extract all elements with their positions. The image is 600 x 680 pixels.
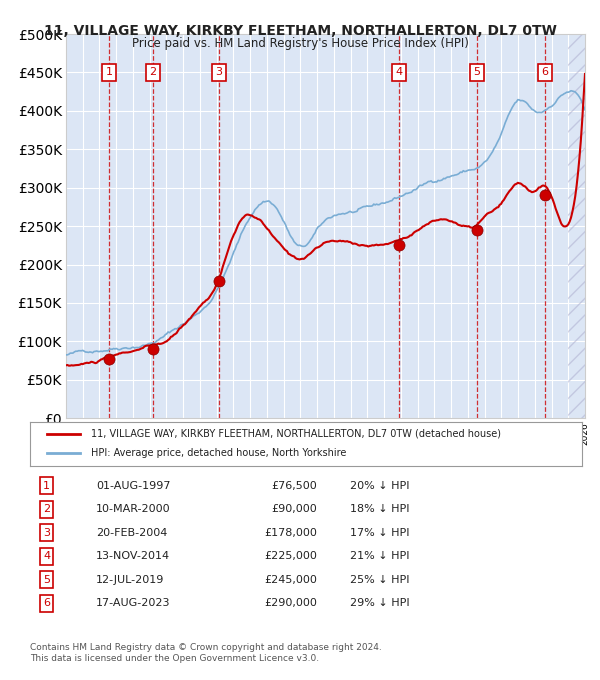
Text: £225,000: £225,000 <box>264 551 317 561</box>
Text: HPI: Average price, detached house, North Yorkshire: HPI: Average price, detached house, Nort… <box>91 448 346 458</box>
Text: £245,000: £245,000 <box>264 575 317 585</box>
Text: Price paid vs. HM Land Registry's House Price Index (HPI): Price paid vs. HM Land Registry's House … <box>131 37 469 50</box>
Polygon shape <box>568 34 585 418</box>
Text: 5: 5 <box>473 67 480 78</box>
Text: 17% ↓ HPI: 17% ↓ HPI <box>350 528 410 538</box>
Text: Contains HM Land Registry data © Crown copyright and database right 2024.: Contains HM Land Registry data © Crown c… <box>30 643 382 651</box>
Text: 2: 2 <box>149 67 157 78</box>
Text: 17-AUG-2023: 17-AUG-2023 <box>96 598 171 609</box>
Text: 5: 5 <box>43 575 50 585</box>
Text: 2: 2 <box>43 504 50 514</box>
Text: 4: 4 <box>395 67 402 78</box>
Text: This data is licensed under the Open Government Licence v3.0.: This data is licensed under the Open Gov… <box>30 654 319 663</box>
Text: 1: 1 <box>106 67 113 78</box>
Text: 20-FEB-2004: 20-FEB-2004 <box>96 528 167 538</box>
Text: 12-JUL-2019: 12-JUL-2019 <box>96 575 164 585</box>
Text: 29% ↓ HPI: 29% ↓ HPI <box>350 598 410 609</box>
Text: £178,000: £178,000 <box>264 528 317 538</box>
Text: 10-MAR-2000: 10-MAR-2000 <box>96 504 171 514</box>
Text: 20% ↓ HPI: 20% ↓ HPI <box>350 481 410 491</box>
Text: £90,000: £90,000 <box>271 504 317 514</box>
Text: 3: 3 <box>43 528 50 538</box>
Text: 3: 3 <box>215 67 223 78</box>
Text: 11, VILLAGE WAY, KIRKBY FLEETHAM, NORTHALLERTON, DL7 0TW (detached house): 11, VILLAGE WAY, KIRKBY FLEETHAM, NORTHA… <box>91 429 501 439</box>
Text: 11, VILLAGE WAY, KIRKBY FLEETHAM, NORTHALLERTON, DL7 0TW: 11, VILLAGE WAY, KIRKBY FLEETHAM, NORTHA… <box>44 24 556 38</box>
Text: £290,000: £290,000 <box>264 598 317 609</box>
Text: 6: 6 <box>43 598 50 609</box>
Text: 4: 4 <box>43 551 50 561</box>
Text: 1: 1 <box>43 481 50 491</box>
Text: 18% ↓ HPI: 18% ↓ HPI <box>350 504 410 514</box>
Text: 21% ↓ HPI: 21% ↓ HPI <box>350 551 410 561</box>
Text: 25% ↓ HPI: 25% ↓ HPI <box>350 575 410 585</box>
Text: 6: 6 <box>542 67 548 78</box>
Text: £76,500: £76,500 <box>271 481 317 491</box>
Text: 01-AUG-1997: 01-AUG-1997 <box>96 481 171 491</box>
Text: 13-NOV-2014: 13-NOV-2014 <box>96 551 170 561</box>
